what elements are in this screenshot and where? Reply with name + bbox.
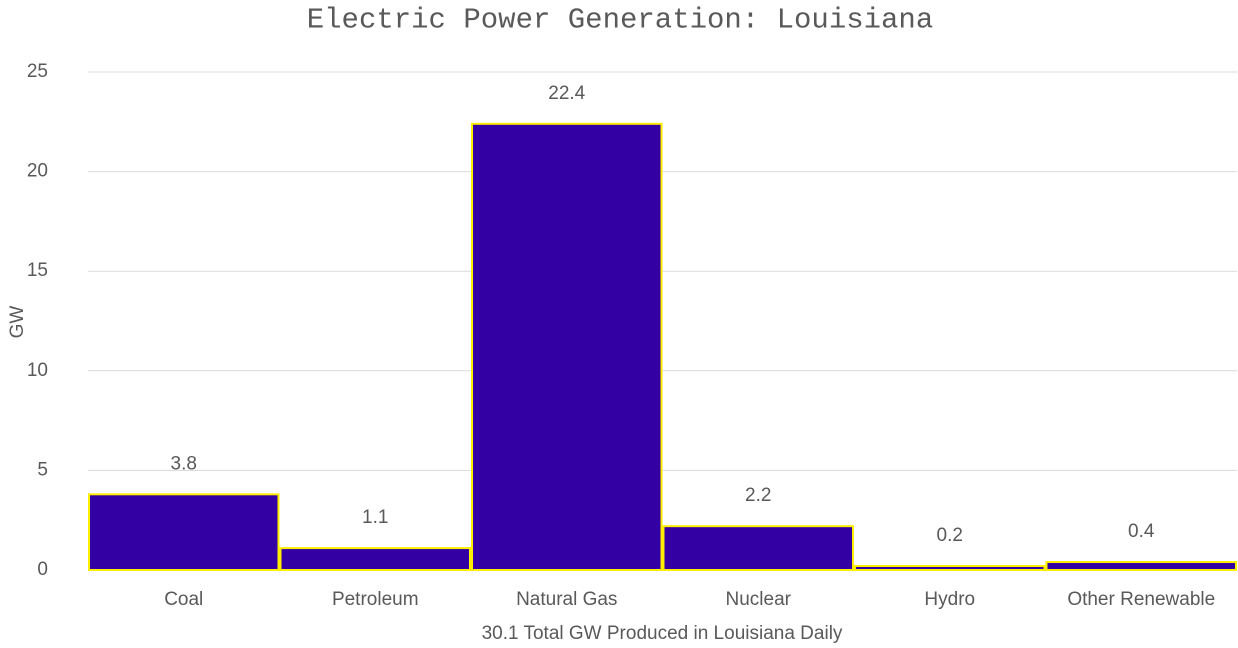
data-label: 1.1: [362, 507, 388, 528]
x-tick-label: Nuclear: [726, 589, 792, 610]
x-axis-label: 30.1 Total GW Produced in Louisiana Dail…: [482, 623, 843, 644]
bar: [662, 525, 854, 572]
x-tick-label: Other Renewable: [1067, 589, 1215, 610]
y-tick-label: 25: [27, 61, 48, 82]
x-tick-label: Petroleum: [332, 589, 419, 610]
x-tick-label: Natural Gas: [516, 589, 617, 610]
y-tick-label: 20: [27, 161, 48, 182]
chart-title: Electric Power Generation: Louisiana: [307, 4, 934, 37]
bar: [471, 122, 663, 572]
y-tick-label: 5: [37, 459, 48, 480]
data-label: 3.8: [171, 453, 197, 474]
x-tick-label: Coal: [164, 589, 203, 610]
y-tick-label: 10: [27, 360, 48, 381]
x-tick-label: Hydro: [924, 589, 975, 610]
y-tick-label: 15: [27, 260, 48, 281]
bar: [1045, 561, 1237, 571]
bar: [88, 493, 280, 571]
bar: [854, 565, 1046, 571]
bar: [279, 547, 471, 572]
data-label: 22.4: [548, 83, 585, 104]
data-label: 0.2: [937, 525, 963, 546]
y-tick-label: 0: [37, 559, 48, 580]
y-axis-label: GW: [7, 306, 28, 339]
data-label: 2.2: [745, 485, 771, 506]
data-label: 0.4: [1128, 521, 1155, 542]
